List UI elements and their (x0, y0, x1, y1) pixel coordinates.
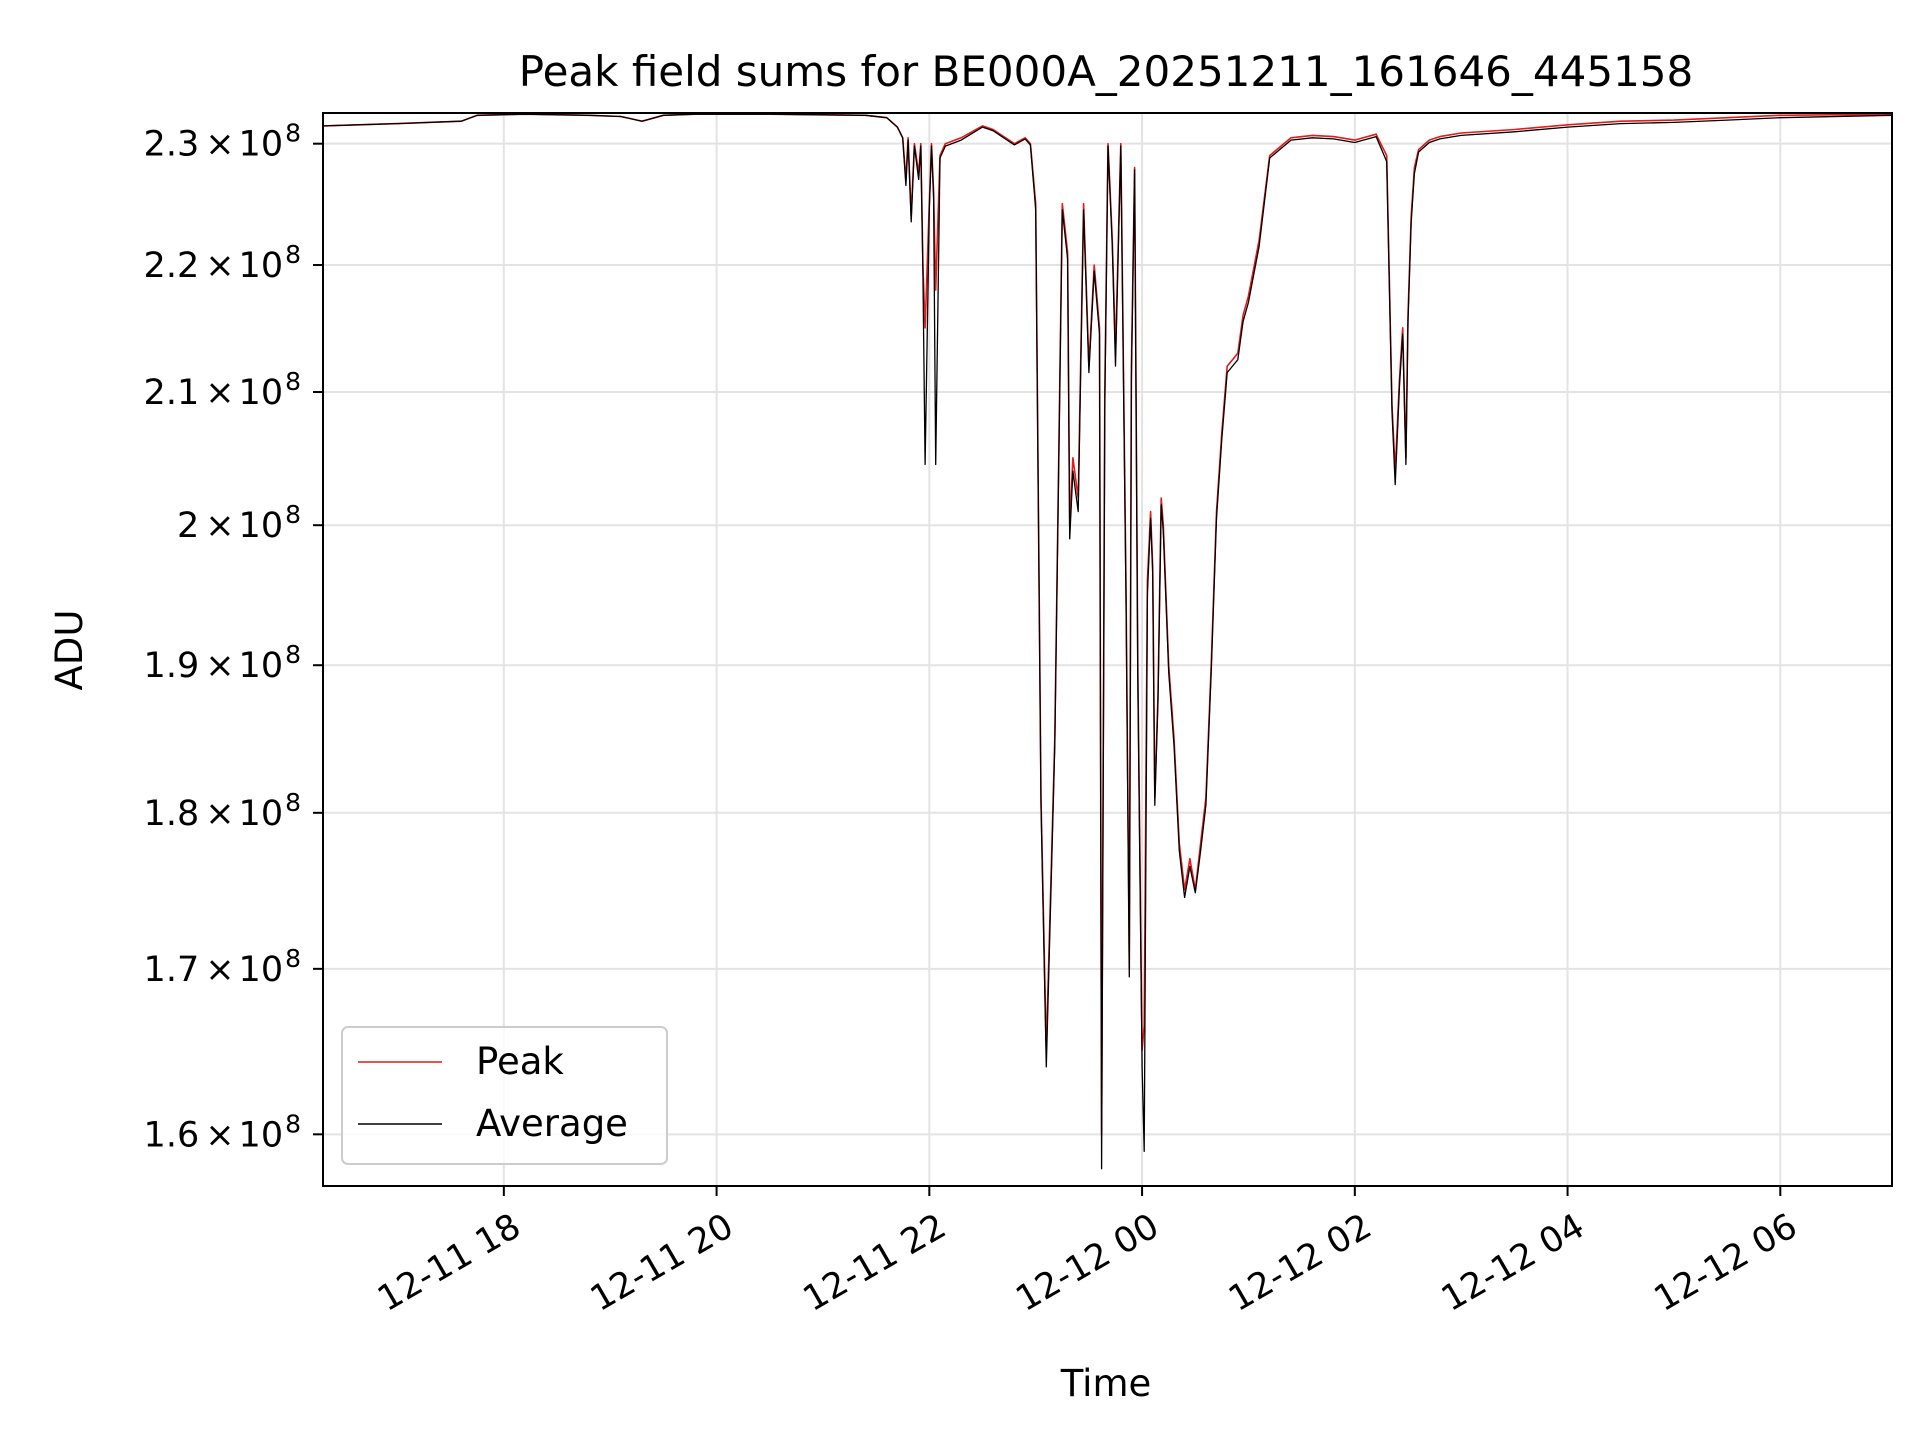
plot-frame (322, 112, 1893, 1187)
legend-label-peak: Peak (476, 1040, 564, 1083)
grid (323, 113, 1892, 1186)
x-axis-label: Time (1060, 1362, 1152, 1405)
y-tick-label: 2 × 108 (177, 500, 301, 546)
y-tick-label: 1.6 × 108 (144, 1109, 301, 1155)
y-tick-label: 1.8 × 108 (144, 788, 301, 834)
series-line-average (323, 113, 1892, 1170)
y-tick-label: 1.7 × 108 (144, 944, 301, 990)
y-tick-label: 2.2 × 108 (144, 240, 301, 286)
y-tick-label: 2.3 × 108 (144, 119, 301, 165)
series-layer (323, 113, 1892, 1170)
legend-label-average: Average (476, 1102, 628, 1145)
chart-title: Peak field sums for BE000A_20251211_1616… (519, 47, 1693, 96)
legend: Peak Average (341, 1026, 668, 1165)
y-tick-label: 2.1 × 108 (144, 367, 301, 413)
y-tick-label: 1.9 × 108 (144, 640, 301, 686)
y-axis-label: ADU (48, 610, 91, 691)
y-axis: 1.6 × 108 1.7 × 108 1.8 × 108 1.9 × 108 2 × 108 2.1 × 108… (144, 119, 323, 1155)
